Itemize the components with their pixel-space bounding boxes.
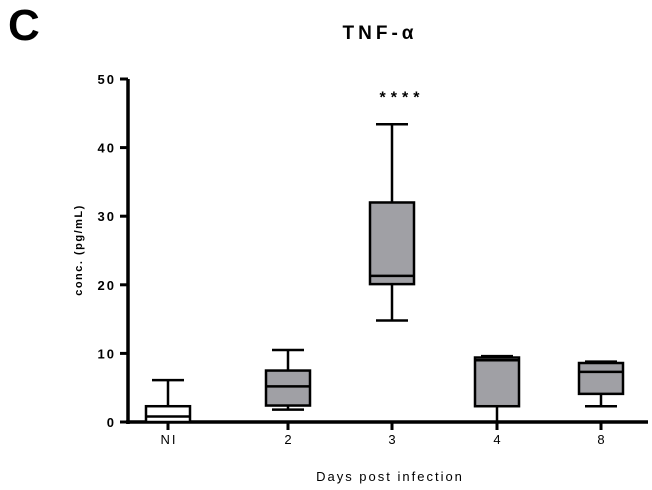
box-ni [144,378,192,424]
box-day-8 [577,360,625,408]
x-axis-label: Days post infection [316,469,464,484]
box-series: **** [144,89,625,424]
x-tick-label: NI [161,432,178,447]
box-day-4 [473,354,521,422]
y-tick-label: 10 [98,346,116,361]
box-body [577,361,625,396]
y-tick-label: 50 [98,72,116,87]
y-tick-label: 40 [98,141,116,156]
y-tick-label: 30 [98,209,116,224]
box-day-2 [264,348,312,411]
x-axis: NI 2 3 4 8 [126,420,648,447]
box-body [264,369,312,407]
box-day-3 [368,123,416,322]
y-axis-label: conc. (pg/mL) [73,204,85,296]
x-tick-label: 8 [597,432,606,447]
y-tick-label: 0 [107,415,116,430]
x-tick-label: 3 [388,432,397,447]
panel-label: C [8,1,40,50]
x-tick-label: 2 [284,432,293,447]
box-body [144,404,192,424]
x-tick-label: 4 [493,432,502,447]
chart-title: TNF-α [343,23,418,44]
significance-marker: **** [380,89,425,106]
box-body [473,356,521,408]
y-axis: 0 10 20 30 40 50 [98,72,130,430]
y-tick-label: 20 [98,278,116,293]
box-body [368,201,416,286]
